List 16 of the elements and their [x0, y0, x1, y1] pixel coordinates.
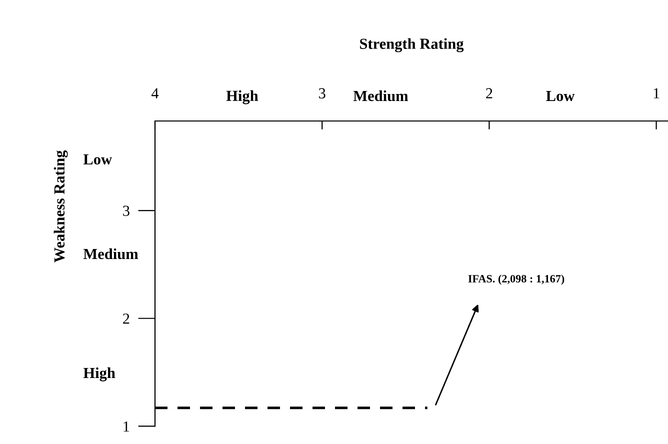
- text: High: [226, 90, 258, 104]
- text: Low: [546, 90, 575, 102]
- y-tick-label: 3: [123, 206, 130, 216]
- y-tick-label: 1: [124, 421, 130, 432]
- x-tick-label: 4: [151, 88, 159, 98]
- annotation: IFAS. (2,098 : 1,167): [468, 274, 564, 285]
- text: Medium: [353, 90, 408, 102]
- x-axis-title: Strength Rating: [360, 38, 464, 52]
- y-axis-title: Weakness Rating: [54, 150, 68, 262]
- text: High: [83, 367, 116, 382]
- x-tick-label: 3: [319, 88, 326, 98]
- x-tick-label: 1: [654, 88, 660, 98]
- x-tick-label: 2: [486, 88, 492, 98]
- text: Low: [83, 154, 112, 165]
- text: Medium: [83, 248, 138, 260]
- y-tick-label: 2: [123, 314, 130, 324]
